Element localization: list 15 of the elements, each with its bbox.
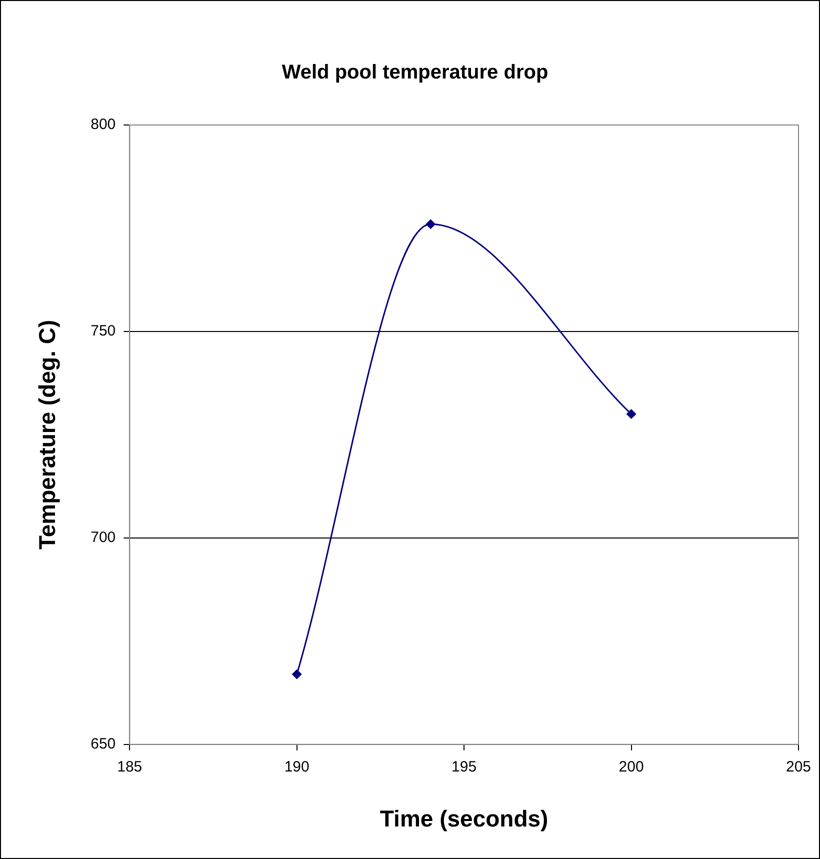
x-tick-label: 195 xyxy=(452,758,477,776)
y-tick-label: 700 xyxy=(90,529,116,546)
point xyxy=(626,409,636,420)
y-axis-title: Temperature (deg. C) xyxy=(34,320,60,550)
x-axis-title: Time (seconds) xyxy=(380,806,548,832)
y-tick-label: 800 xyxy=(90,116,116,134)
x-tick-label: 190 xyxy=(284,758,310,776)
point xyxy=(292,669,302,680)
chart-title: Weld pool temperature drop xyxy=(282,62,548,84)
y-tick-label: 750 xyxy=(90,322,116,340)
x-tick-label: 185 xyxy=(117,758,142,776)
y-tick-label: 650 xyxy=(90,736,116,753)
x-tick-label: 200 xyxy=(618,758,644,776)
x-tick-label: 205 xyxy=(786,758,811,776)
point xyxy=(426,219,436,230)
